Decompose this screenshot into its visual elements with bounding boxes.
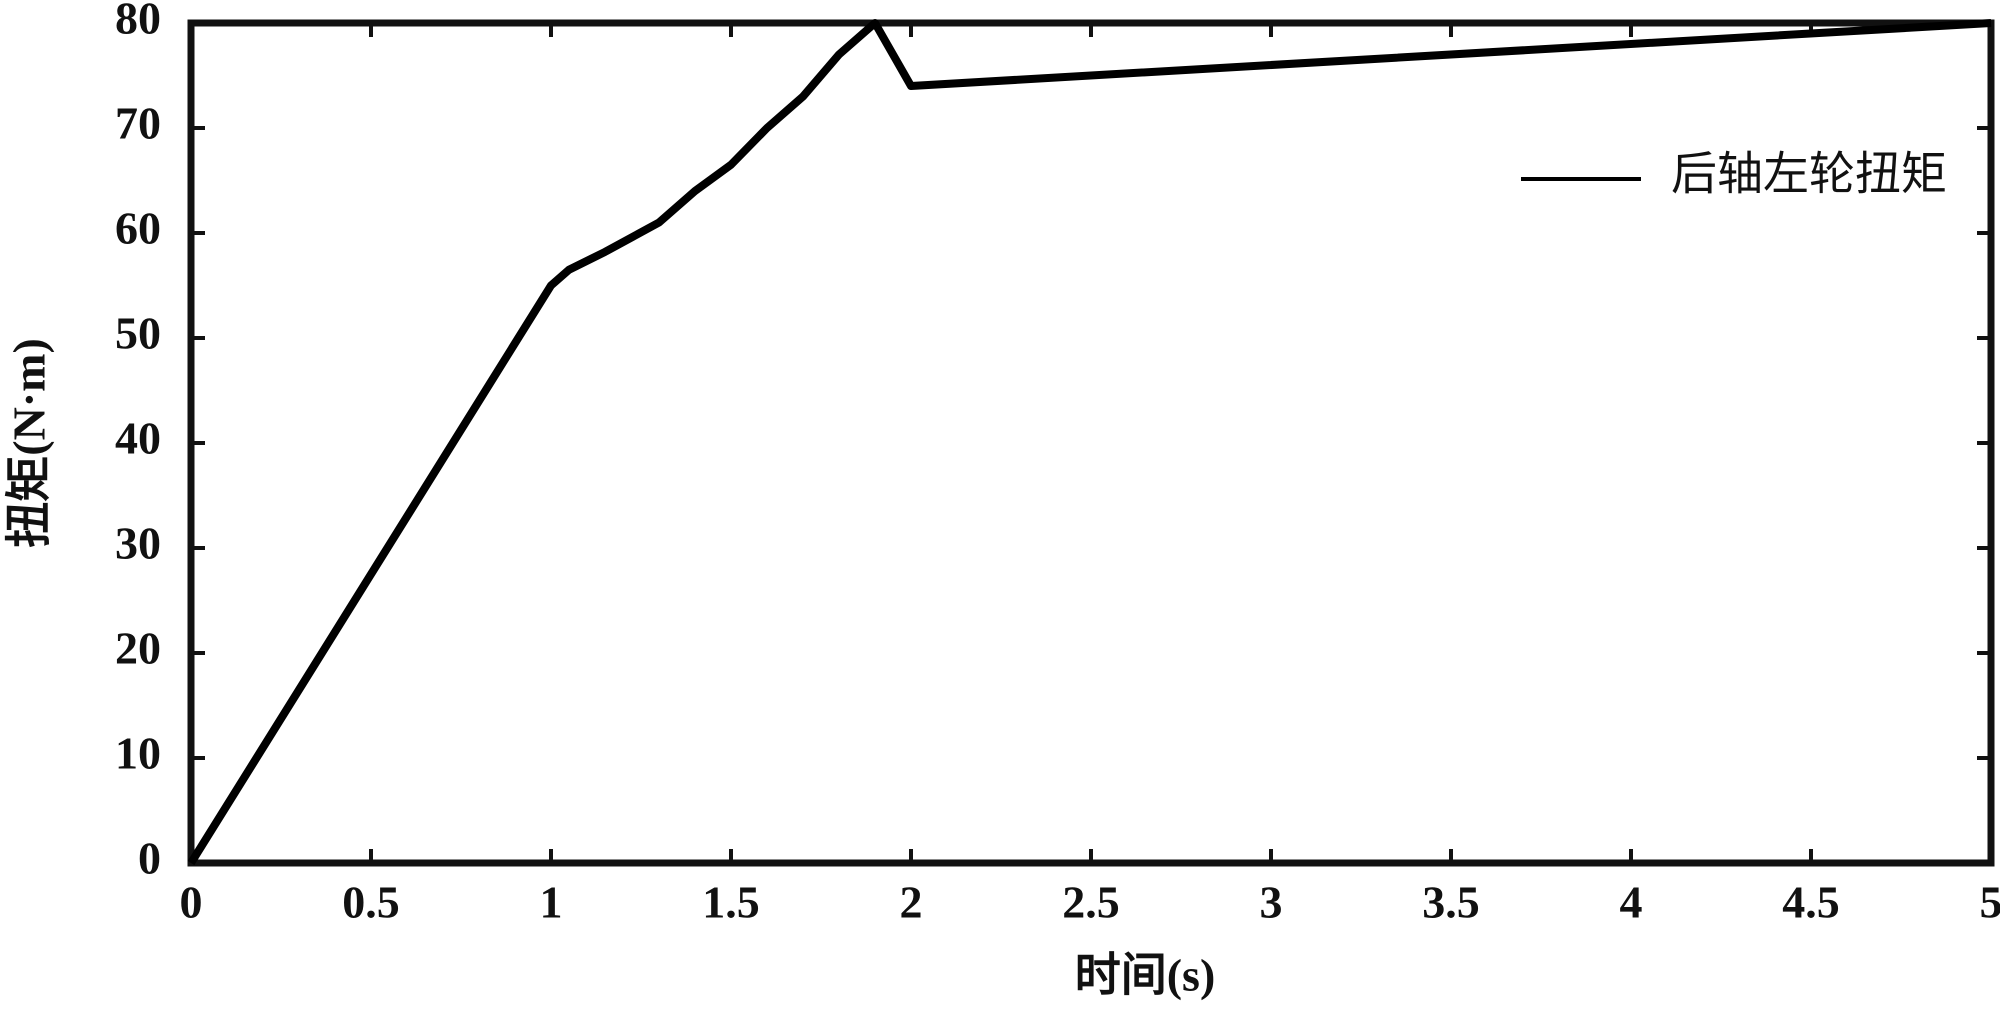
legend-label: 后轴左轮扭矩 [1671, 149, 1947, 200]
y-tick-label: 80 [115, 0, 161, 44]
y-tick-label: 40 [115, 413, 161, 464]
y-tick-label: 60 [115, 203, 161, 254]
x-tick-label: 3 [1260, 877, 1283, 928]
x-tick-label: 1 [540, 877, 563, 928]
y-tick-label: 70 [115, 98, 161, 149]
x-tick-label: 0.5 [342, 877, 400, 928]
x-tick-label: 1.5 [702, 877, 760, 928]
y-tick-label: 20 [115, 623, 161, 674]
y-tick-label: 30 [115, 518, 161, 569]
y-tick-label: 10 [115, 728, 161, 779]
x-tick-label: 4 [1620, 877, 1643, 928]
x-tick-label: 3.5 [1422, 877, 1480, 928]
x-tick-label: 0 [180, 877, 203, 928]
x-tick-label: 2 [900, 877, 923, 928]
plot-frame [187, 19, 1995, 867]
data-line [187, 19, 1992, 866]
x-tick-label: 5 [1980, 877, 2000, 928]
x-tick-label: 4.5 [1782, 877, 1840, 928]
x-axis-label: 时间(s) [1075, 950, 1216, 1001]
y-axis-label: 扭矩(N·m) [4, 338, 55, 548]
y-tick-label: 50 [115, 308, 161, 359]
y-tick-label: 0 [138, 833, 161, 884]
x-tick-label: 2.5 [1062, 877, 1120, 928]
